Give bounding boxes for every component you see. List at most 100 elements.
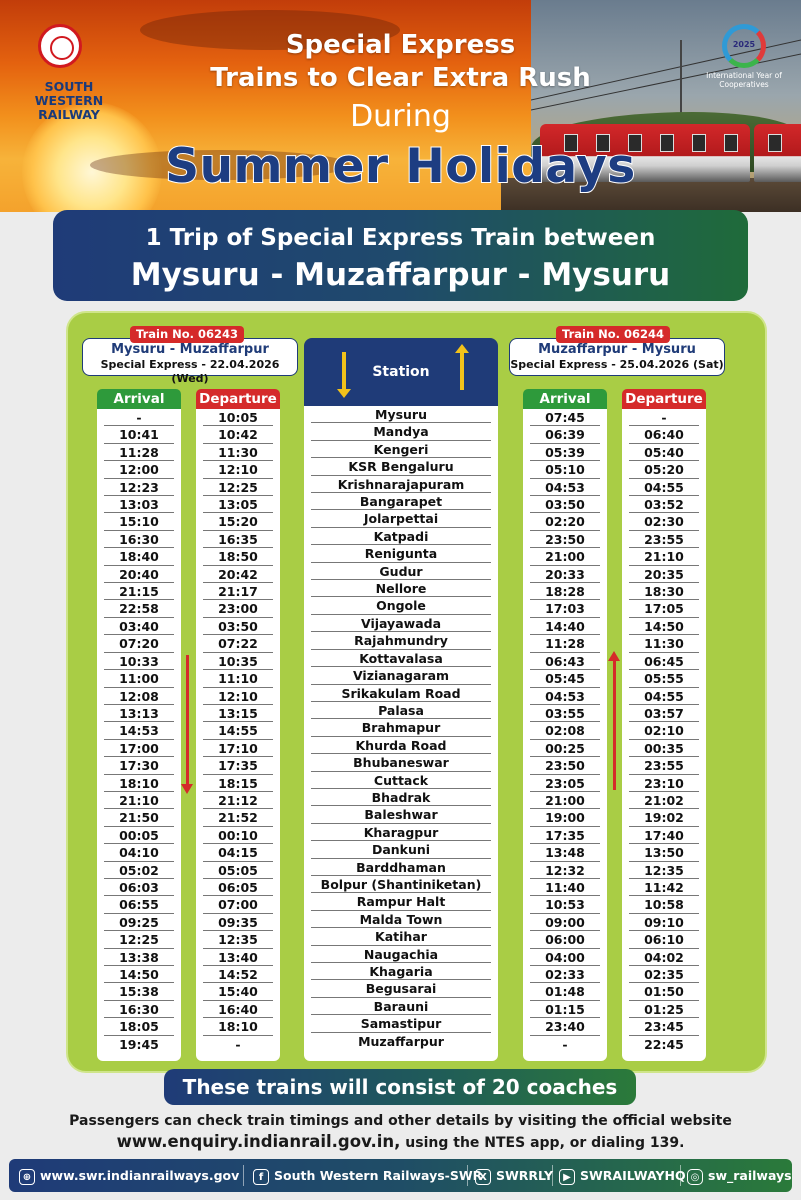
facebook-link[interactable]: f South Western Railways-SWR xyxy=(253,1159,482,1192)
right-arrival-time: 00:25 xyxy=(530,740,600,758)
divider xyxy=(243,1165,244,1186)
sun-graphic xyxy=(22,102,162,212)
right-arrival-time: 01:48 xyxy=(530,983,600,1001)
left-arrival-time: 17:00 xyxy=(104,740,174,758)
station-name: Kottavalasa xyxy=(311,650,491,668)
instagram-link[interactable]: ◎ sw_railways xyxy=(687,1159,792,1192)
left-departure-time: 11:10 xyxy=(203,670,273,688)
cloud-graphic xyxy=(90,150,350,180)
right-arrival-time: 05:10 xyxy=(530,461,600,479)
right-arrival-time: 14:40 xyxy=(530,618,600,636)
right-departure-time: 05:55 xyxy=(629,670,699,688)
youtube-link[interactable]: ▶ SWRAILWAYHQ xyxy=(559,1159,686,1192)
instagram-icon: ◎ xyxy=(687,1168,703,1185)
station-name: Mandya xyxy=(311,423,491,441)
left-arrival-time: 13:38 xyxy=(104,949,174,966)
station-name: Vizianagaram xyxy=(311,667,491,685)
right-arrival-time: 12:32 xyxy=(530,862,600,879)
x-link[interactable]: X SWRRLY xyxy=(475,1159,553,1192)
right-arrival-time: 02:08 xyxy=(530,722,600,740)
left-departure-time: 21:52 xyxy=(203,809,273,827)
station-name: Khurda Road xyxy=(311,737,491,755)
left-arrival-time: 15:38 xyxy=(104,983,174,1001)
right-arrival-time: 05:45 xyxy=(530,670,600,688)
left-arrival-time: 18:05 xyxy=(104,1018,174,1036)
cooperatives-logo-icon: 2025 xyxy=(722,24,766,68)
page-title: Summer Holidays xyxy=(164,138,636,195)
right-departure-time: 18:30 xyxy=(629,583,699,601)
right-departure-time: 03:57 xyxy=(629,705,699,723)
down-arrow-icon xyxy=(337,352,351,398)
coaches-banner: These trains will consist of 20 coaches xyxy=(164,1069,636,1105)
up-direction-arrow-icon xyxy=(608,651,620,790)
trip-banner: 1 Trip of Special Express Train between … xyxy=(53,210,748,301)
train-left-route: Mysuru - Muzaffarpur xyxy=(111,342,269,357)
right-departure-time: 06:10 xyxy=(629,931,699,949)
station-name: Samastipur xyxy=(311,1015,491,1033)
title-line-1: Special Express xyxy=(285,30,516,60)
station-name: Bhadrak xyxy=(311,789,491,807)
x-label: SWRRLY xyxy=(496,1168,554,1183)
station-name: Brahmapur xyxy=(311,719,491,737)
trip-line-1: 1 Trip of Special Express Train between xyxy=(145,225,656,251)
left-departure-time: 09:35 xyxy=(203,914,273,932)
right-arrival-time: 06:39 xyxy=(530,426,600,444)
left-departure-time: 14:55 xyxy=(203,722,273,740)
left-departure-time: 12:10 xyxy=(203,461,273,479)
website-link[interactable]: ⊕ www.swr.indianrailways.gov xyxy=(19,1159,239,1192)
right-departure-time: 23:45 xyxy=(629,1018,699,1036)
left-departure-time: 14:52 xyxy=(203,966,273,984)
right-arrival-time: 04:53 xyxy=(530,479,600,497)
youtube-label: SWRAILWAYHQ xyxy=(580,1168,686,1183)
left-arrival-time: 18:10 xyxy=(104,775,174,792)
right-arrival-time: 23:05 xyxy=(530,775,600,792)
right-arrival-time: 09:00 xyxy=(530,914,600,932)
enquiry-link[interactable]: www.enquiry.indianrail.gov.in, xyxy=(116,1132,401,1151)
left-arrival-time: 11:00 xyxy=(104,670,174,688)
left-arrival-time: 12:00 xyxy=(104,461,174,479)
left-departure-time: 23:00 xyxy=(203,600,273,618)
left-arrival-time: 11:28 xyxy=(104,444,174,462)
right-departure-time: 01:25 xyxy=(629,1001,699,1019)
left-arrival-time: 14:50 xyxy=(104,966,174,984)
right-departure-time: 00:35 xyxy=(629,740,699,758)
right-departure-time: 13:50 xyxy=(629,844,699,862)
station-name: Rajahmundry xyxy=(311,632,491,650)
right-arrival-time: 04:00 xyxy=(530,949,600,966)
youtube-icon: ▶ xyxy=(559,1168,575,1185)
info-text-rest: using the NTES app, or dialing 139. xyxy=(400,1135,685,1151)
right-departure-time: 06:40 xyxy=(629,426,699,444)
left-arrival-time: 12:08 xyxy=(104,688,174,705)
right-arrival-time: 23:50 xyxy=(530,757,600,775)
railway-logo-icon xyxy=(38,24,82,68)
right-arrival-time: 17:03 xyxy=(530,600,600,618)
right-departure-column: -06:40 05:40 05:20 04:55 03:52 02:30 23:55 21:1… xyxy=(622,409,706,1061)
left-arrival-time: 05:02 xyxy=(104,862,174,879)
station-name: Muzaffarpur xyxy=(358,1033,444,1049)
right-departure-time: 02:30 xyxy=(629,513,699,531)
left-arrival-time: 10:33 xyxy=(104,653,174,671)
left-departure-time: 03:50 xyxy=(203,618,273,636)
cloud-graphic xyxy=(140,10,400,50)
facebook-icon: f xyxy=(253,1168,269,1185)
right-arrival-time: 17:35 xyxy=(530,827,600,845)
right-arrival-time: 03:50 xyxy=(530,496,600,514)
left-departure-time: 07:00 xyxy=(203,896,273,914)
up-arrow-icon xyxy=(455,344,469,390)
left-arrival-time: 00:05 xyxy=(104,827,174,845)
info-text-2: www.enquiry.indianrail.gov.in, using the… xyxy=(0,1131,801,1154)
left-arrival-time: - xyxy=(104,409,174,427)
right-departure-time: 05:40 xyxy=(629,444,699,462)
station-name: Gudur xyxy=(311,563,491,581)
left-arrival-time: 10:41 xyxy=(104,426,174,444)
station-name: Bhubaneswar xyxy=(311,754,491,772)
station-name: Barddhaman xyxy=(311,859,491,876)
left-departure-time: 05:05 xyxy=(203,862,273,879)
right-arrival-time: 18:28 xyxy=(530,583,600,601)
info-text: Passengers can check train timings and o… xyxy=(69,1113,732,1129)
train-right-route: Muzaffarpur - Mysuru xyxy=(538,342,696,357)
station-name: KSR Bengaluru xyxy=(311,458,491,476)
station-name: Kengeri xyxy=(311,441,491,459)
right-departure-time: 21:02 xyxy=(629,792,699,810)
right-departure-time: 23:10 xyxy=(629,775,699,792)
